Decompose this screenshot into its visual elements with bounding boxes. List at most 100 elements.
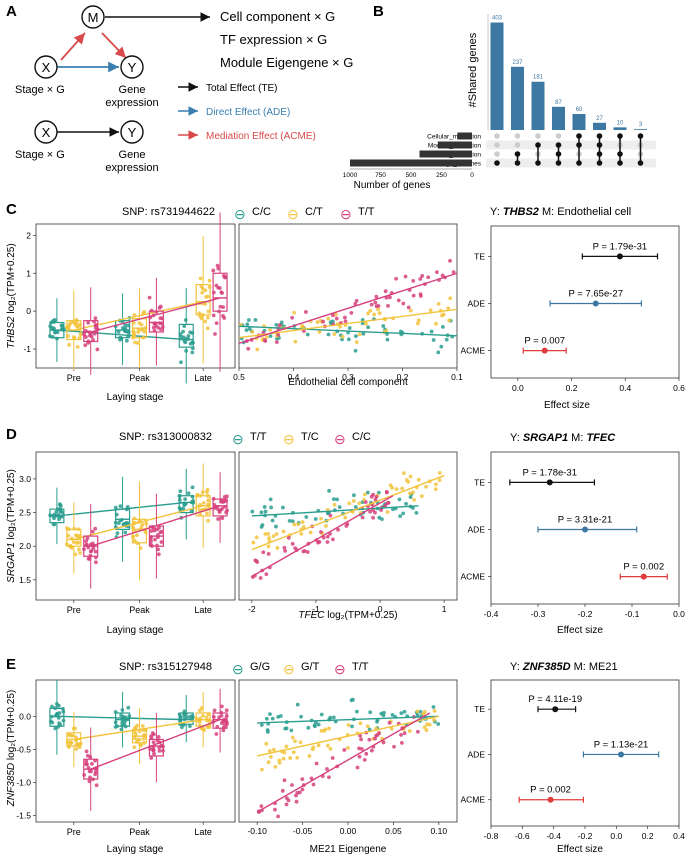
boxD-point-0-1-13 <box>115 531 120 536</box>
boxE-box-2-1 <box>148 738 164 757</box>
scatE-point-2-38 <box>259 804 264 809</box>
boxD-point-1-0-4 <box>66 533 71 538</box>
boxE-point-2-1-6 <box>151 740 156 745</box>
scatD-point-2-39 <box>368 509 372 514</box>
scatD-point-0-53 <box>404 501 408 506</box>
scatE-point-0-27 <box>268 712 272 717</box>
boxD-point-2-1-13 <box>152 526 156 531</box>
scatE-point-1-49 <box>422 710 427 714</box>
scatE-xtick-label-3: 0.05 <box>385 826 402 836</box>
upset-bar-8 <box>634 129 647 130</box>
upset-bar-label-5: 60 <box>576 107 583 113</box>
boxE-point-1-0-16 <box>69 733 74 738</box>
forestD-row-label-1: ADE <box>468 525 486 535</box>
forestD-pval-1: P = 3.31e-21 <box>558 515 613 526</box>
scatC-point-0-11 <box>247 326 252 331</box>
legend-d-glyph-1: ⊖ <box>232 431 244 447</box>
scatC-fit-1 <box>238 308 458 339</box>
boxD-point-1-2-13 <box>197 507 202 512</box>
scatC-point-2-15 <box>426 275 431 280</box>
forest-title-c-m: M: <box>539 206 557 218</box>
upset-ylabel: #Shared genes <box>467 32 479 107</box>
boxE-point-1-2-8 <box>201 713 205 718</box>
forestD-xtick-label-3: -0.1 <box>625 609 640 619</box>
scatC-point-1-49 <box>268 327 273 332</box>
scatD-point-1-36 <box>437 478 442 483</box>
forestD-pval-2: P = 0.002 <box>623 562 664 573</box>
scatD-point-1-7 <box>385 510 390 514</box>
scatter-d: -2 -1 0 1 <box>248 470 447 614</box>
scatC-point-1-43 <box>446 306 451 311</box>
boxC-point-1-1-17 <box>135 341 140 345</box>
boxC-point-2-2-9 <box>219 290 224 295</box>
scatE-fit-1 <box>257 715 439 757</box>
boxD-point-0-0-3 <box>54 509 59 514</box>
forestD-estimate-0 <box>546 479 553 486</box>
scatC-point-2-4 <box>276 332 281 337</box>
boxC-point-2-2-18 <box>221 313 225 318</box>
boxE-point-0-2-8 <box>187 724 192 729</box>
legend-c-geno-2: C/T <box>305 206 323 218</box>
scatD-point-0-39 <box>414 510 419 515</box>
scatD-point-1-13 <box>394 487 399 492</box>
scatD-point-0-3 <box>259 510 264 515</box>
boxD-ytick-label-2: 2.5 <box>19 508 31 518</box>
legend-c-glyph-3: ⊖ <box>340 206 352 222</box>
scatE-point-1-31 <box>277 760 282 765</box>
upset-dot-4-0 <box>555 133 562 139</box>
forestE-row-label-0: TE <box>474 704 485 714</box>
scatD-point-1-14 <box>292 522 297 527</box>
gene-label-1a: Gene <box>119 84 146 96</box>
forest-frame-e <box>490 679 680 827</box>
boxC-point-2-2-15 <box>211 313 216 318</box>
boxC-point-1-2-10 <box>204 295 209 299</box>
box-xlabel-e: Laying stage <box>107 844 164 855</box>
scatD-point-2-10 <box>371 515 375 520</box>
forestE-xtick-label-0: -0.8 <box>484 831 499 841</box>
boxC-point-0-2-15 <box>190 340 195 345</box>
boxD-box-0-2 <box>178 495 194 514</box>
scatD-point-0-31 <box>337 505 342 510</box>
boxD-point-1-1-15 <box>139 525 144 529</box>
upset-bar-label-6: 27 <box>596 116 603 122</box>
scatC-point-1-42 <box>317 330 322 334</box>
scatE-point-0-1 <box>367 727 372 732</box>
forestD-xtick-label-2: -0.2 <box>578 609 593 619</box>
boxC-point-0-1-6 <box>124 338 129 343</box>
scatD-point-1-28 <box>419 494 424 499</box>
scatE-point-1-43 <box>288 756 293 760</box>
scatE-point-2-54 <box>342 748 347 752</box>
forest-title-d-gene: SRGAP1 <box>523 432 568 444</box>
boxC-ytick-label-0: -1 <box>23 344 31 354</box>
boxE-point-2-0-1 <box>84 749 89 754</box>
scatE-point-0-17 <box>265 728 270 732</box>
stage-label-2: Stage × G <box>15 149 65 161</box>
scatD-point-0-32 <box>353 505 358 509</box>
scatD-point-1-27 <box>433 487 438 492</box>
scatC-point-1-4 <box>372 312 377 317</box>
scatE-point-0-37 <box>418 709 423 714</box>
scatC-fit-2 <box>238 272 458 345</box>
scatE-point-1-7 <box>422 725 427 730</box>
scatE-point-1-39 <box>415 709 420 714</box>
boxC-point-1-1-8 <box>142 329 147 334</box>
scatD-point-0-52 <box>290 519 295 524</box>
scatC-point-2-30 <box>374 304 379 309</box>
boxD-point-2-1-0 <box>159 540 164 544</box>
forest-title-e-y: Y: <box>510 661 523 673</box>
scatD-point-1-8 <box>332 502 337 507</box>
legend-te: Total Effect (TE) <box>206 83 278 94</box>
box-xlabel-d: Laying stage <box>107 625 164 636</box>
scatD-point-1-24 <box>299 531 304 536</box>
boxD-point-2-2-11 <box>220 516 225 521</box>
boxE-point-0-0-11 <box>58 722 63 727</box>
boxE-ytick-label-0: -1.5 <box>16 810 31 820</box>
forestC-row-label-2: ACME <box>460 346 485 356</box>
boxC-point-2-1-12 <box>160 325 165 329</box>
scatD-point-0-10 <box>263 509 268 514</box>
scatE-point-2-18 <box>300 787 305 792</box>
scatD-point-0-8 <box>274 524 278 529</box>
scatC-point-2-3 <box>354 298 359 303</box>
boxE-point-2-1-11 <box>149 756 154 760</box>
scatC-point-2-31 <box>420 274 425 278</box>
